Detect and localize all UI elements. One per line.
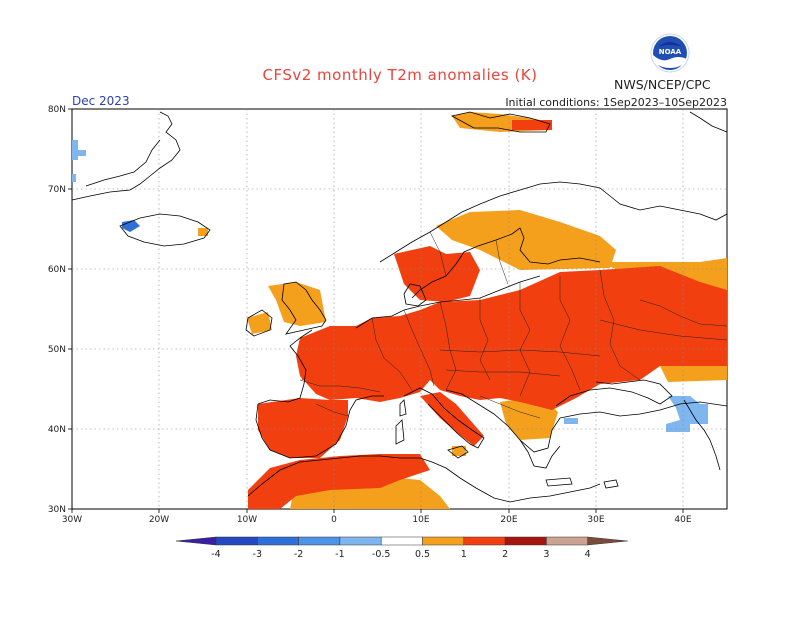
anomaly-region-black-sea — [564, 418, 578, 424]
lat-tick-label: 50N — [48, 345, 66, 355]
colorbar-arrow-right — [587, 536, 628, 546]
colorbar-label: 1 — [461, 549, 467, 560]
axis-ticks — [68, 108, 684, 513]
coast-biscay — [257, 329, 313, 405]
colorbar-label: 0.5 — [415, 549, 430, 560]
lon-tick-label: 20E — [500, 515, 517, 525]
colorbar-swatch — [380, 536, 423, 546]
coast-turkey — [559, 401, 728, 419]
coast-crete — [545, 477, 573, 487]
noaa-logo-icon: NOAA — [650, 33, 690, 73]
logo-text: NOAA — [659, 48, 682, 56]
coast-ireland — [245, 309, 273, 337]
lon-labels: 30W 20W 10W 0 10E 20E 30E 40E — [62, 515, 692, 525]
anomaly-region-iceland — [198, 228, 208, 236]
coast-caspian — [683, 399, 721, 471]
colorbar-label: -2 — [294, 549, 303, 560]
coast-norway — [379, 181, 728, 263]
country-borders — [299, 231, 728, 419]
coast-sardinia — [395, 419, 405, 445]
coast-denmark — [403, 283, 427, 307]
lat-tick-label: 80N — [48, 105, 66, 115]
coast-uk — [281, 281, 327, 335]
lat-tick-label: 60N — [48, 265, 66, 275]
lat-tick-label: 30N — [48, 505, 66, 515]
colorbar-swatch — [339, 536, 382, 546]
coast-corsica — [399, 399, 407, 417]
anomaly-region-italy — [420, 392, 484, 446]
colorbar-arrow-left — [175, 536, 217, 546]
coast-sweden-baltic — [411, 227, 601, 299]
map-title: CFSv2 monthly T2m anomalies (K) — [262, 66, 538, 84]
coast-adriatic — [445, 389, 561, 453]
coast-sicily — [447, 445, 469, 459]
coastlines — [71, 111, 728, 503]
colorbar-swatch — [422, 536, 465, 546]
colorbar-label: -4 — [211, 549, 220, 560]
anomaly-region-north-africa — [248, 454, 430, 509]
coast-cyprus — [603, 479, 619, 489]
coast-svalbard — [450, 111, 551, 133]
colorbar-label: -1 — [335, 549, 344, 560]
agency-label: NWS/NCEP/CPC — [614, 77, 711, 92]
coast-greenland-east — [85, 139, 161, 187]
colorbar-label: 3 — [543, 549, 549, 560]
coast-iceland — [119, 213, 211, 247]
coast-africa — [247, 455, 601, 503]
anomaly-region-iberia — [258, 398, 348, 458]
forecast-period: Dec 2023 — [72, 94, 130, 108]
anomaly-region-svalbard-east — [512, 120, 552, 130]
coast-italy — [403, 387, 485, 449]
lon-tick-label: 0 — [331, 515, 337, 525]
lon-tick-label: 20W — [149, 515, 169, 525]
lat-tick-label: 70N — [48, 185, 66, 195]
colorbar-legend: -4 -3 -2 -1 -0.5 0.5 1 2 3 4 — [175, 536, 628, 560]
coast-novaya-zemlya — [689, 111, 728, 133]
colorbar-label: 2 — [502, 549, 508, 560]
anomaly-region-france-sw — [300, 360, 322, 380]
coast-greenland — [71, 111, 181, 201]
anomaly-region-ireland — [247, 312, 272, 334]
colorbar-label: -0.5 — [372, 549, 391, 560]
colorbar-label: -3 — [253, 549, 262, 560]
coast-iberia — [255, 395, 384, 459]
coast-greece — [519, 439, 561, 469]
lon-tick-label: 30W — [62, 515, 82, 525]
colorbar-swatch — [504, 536, 547, 546]
lon-tick-label: 10W — [237, 515, 257, 525]
anomaly-region-east — [660, 366, 727, 382]
anomaly-region-greenland — [72, 140, 86, 160]
anomaly-region-sicily — [452, 446, 466, 456]
colorbar-swatch — [463, 536, 506, 546]
initial-conditions: Initial conditions: 1Sep2023–10Sep2023 — [505, 96, 727, 109]
lat-tick-label: 40N — [48, 425, 66, 435]
lon-tick-label: 40E — [674, 515, 691, 525]
anomaly-fill — [72, 112, 727, 509]
anomaly-region-svalbard-west — [72, 174, 76, 182]
colorbar-swatch — [546, 536, 588, 546]
lon-tick-label: 30E — [587, 515, 604, 525]
lon-tick-label: 10E — [412, 515, 429, 525]
colorbar-swatch — [298, 536, 341, 546]
lat-labels: 30N 40N 50N 60N 70N 80N — [48, 105, 66, 515]
anomaly-region-central-europe — [296, 266, 727, 410]
coast-black-sea — [555, 379, 673, 407]
graticule — [72, 109, 727, 509]
colorbar-swatch — [215, 536, 258, 546]
anomaly-region-scandinavia-north — [436, 210, 616, 270]
colorbar-label: 4 — [585, 549, 591, 560]
colorbar-swatch — [257, 536, 299, 546]
